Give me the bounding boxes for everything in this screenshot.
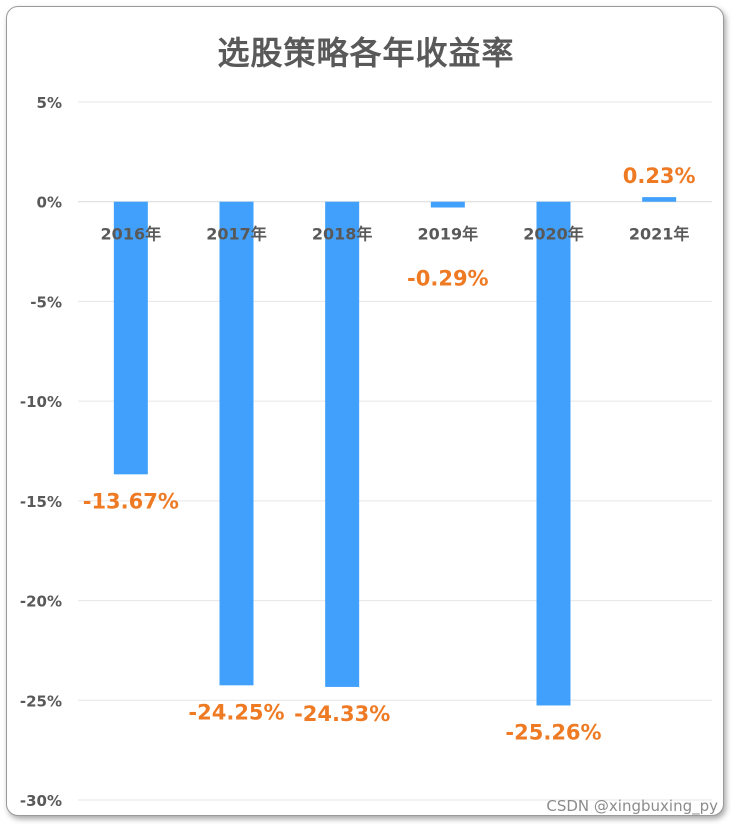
bar xyxy=(325,201,360,687)
y-tick-label: 5% xyxy=(37,94,62,112)
category-label: 2020年 xyxy=(523,225,584,244)
bar xyxy=(113,201,148,475)
chart-title: 选股策略各年收益率 xyxy=(217,34,515,72)
bar xyxy=(219,201,254,686)
y-tick-label: -5% xyxy=(30,293,62,311)
category-label: 2019年 xyxy=(418,225,479,244)
watermark: CSDN @xingbuxing_py xyxy=(546,797,718,815)
y-tick-label: -10% xyxy=(20,393,62,411)
data-label: -0.29% xyxy=(407,267,489,291)
bar xyxy=(642,197,677,202)
y-tick-label: -25% xyxy=(20,692,62,710)
data-label: -24.25% xyxy=(188,700,284,724)
y-tick-label: 0% xyxy=(37,194,62,212)
bar xyxy=(536,201,571,706)
data-label: -24.33% xyxy=(294,702,390,726)
category-label: 2016年 xyxy=(101,225,162,244)
data-label: -25.26% xyxy=(505,720,601,744)
category-label: 2017年 xyxy=(206,225,267,244)
y-tick-label: -20% xyxy=(20,593,62,611)
y-tick-label: -15% xyxy=(20,493,62,511)
category-label: 2021年 xyxy=(629,225,690,244)
data-label: 0.23% xyxy=(623,164,696,188)
data-label: -13.67% xyxy=(83,489,179,513)
category-label: 2018年 xyxy=(312,225,373,244)
bar xyxy=(430,201,465,208)
y-tick-label: -30% xyxy=(20,792,62,810)
